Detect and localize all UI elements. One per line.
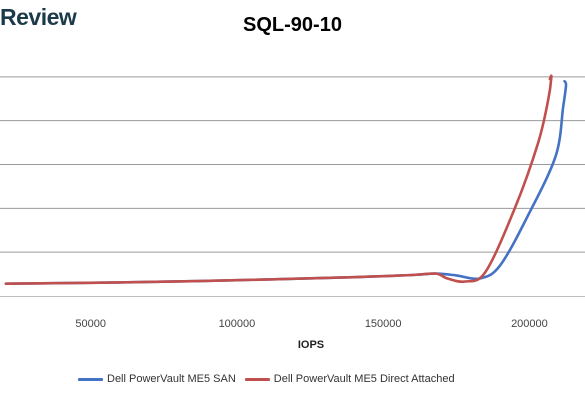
x-tick-label-2: 100000 bbox=[219, 318, 256, 330]
series-line-direct bbox=[4, 74, 553, 285]
x-axis-label: IOPS bbox=[297, 339, 325, 351]
x-tick-label-4: 200000 bbox=[511, 318, 548, 330]
legend: Dell PowerVault ME5 SAN Dell PowerVault … bbox=[78, 373, 464, 385]
grid-lines bbox=[0, 76, 585, 253]
legend-swatch-san bbox=[78, 377, 103, 381]
chart-title: SQL-90-10 bbox=[243, 14, 342, 36]
legend-item-san: Dell PowerVault ME5 SAN bbox=[78, 373, 236, 385]
legend-swatch-direct bbox=[244, 377, 270, 381]
x-tick-labels: 50000 100000 150000 200000 bbox=[75, 318, 547, 330]
legend-label-direct: Dell PowerVault ME5 Direct Attached bbox=[273, 373, 455, 385]
series-lines bbox=[4, 74, 568, 285]
x-tick-label-3: 150000 bbox=[365, 318, 402, 330]
brand-logo: Review bbox=[0, 4, 77, 30]
legend-label-san: Dell PowerVault ME5 SAN bbox=[107, 373, 236, 385]
legend-item-direct: Dell PowerVault ME5 Direct Attached bbox=[244, 373, 455, 385]
series-line-san bbox=[4, 79, 568, 285]
x-tick-label-1: 50000 bbox=[75, 318, 106, 330]
